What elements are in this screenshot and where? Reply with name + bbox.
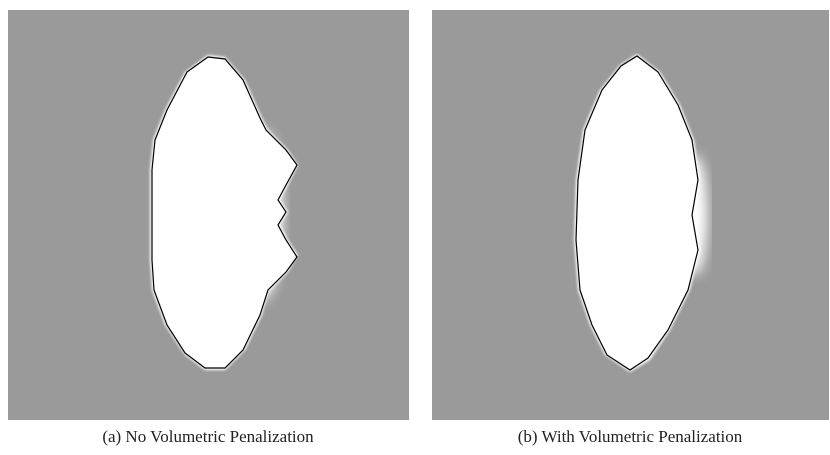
panel-b — [432, 10, 829, 420]
caption: (a) No Volumetric Penalization — [102, 427, 314, 446]
caption: (b) With Volumetric Penalization — [518, 427, 743, 446]
figure: (a) No Volumetric Penalization (b) With … — [0, 0, 830, 455]
panel-a — [8, 10, 409, 420]
